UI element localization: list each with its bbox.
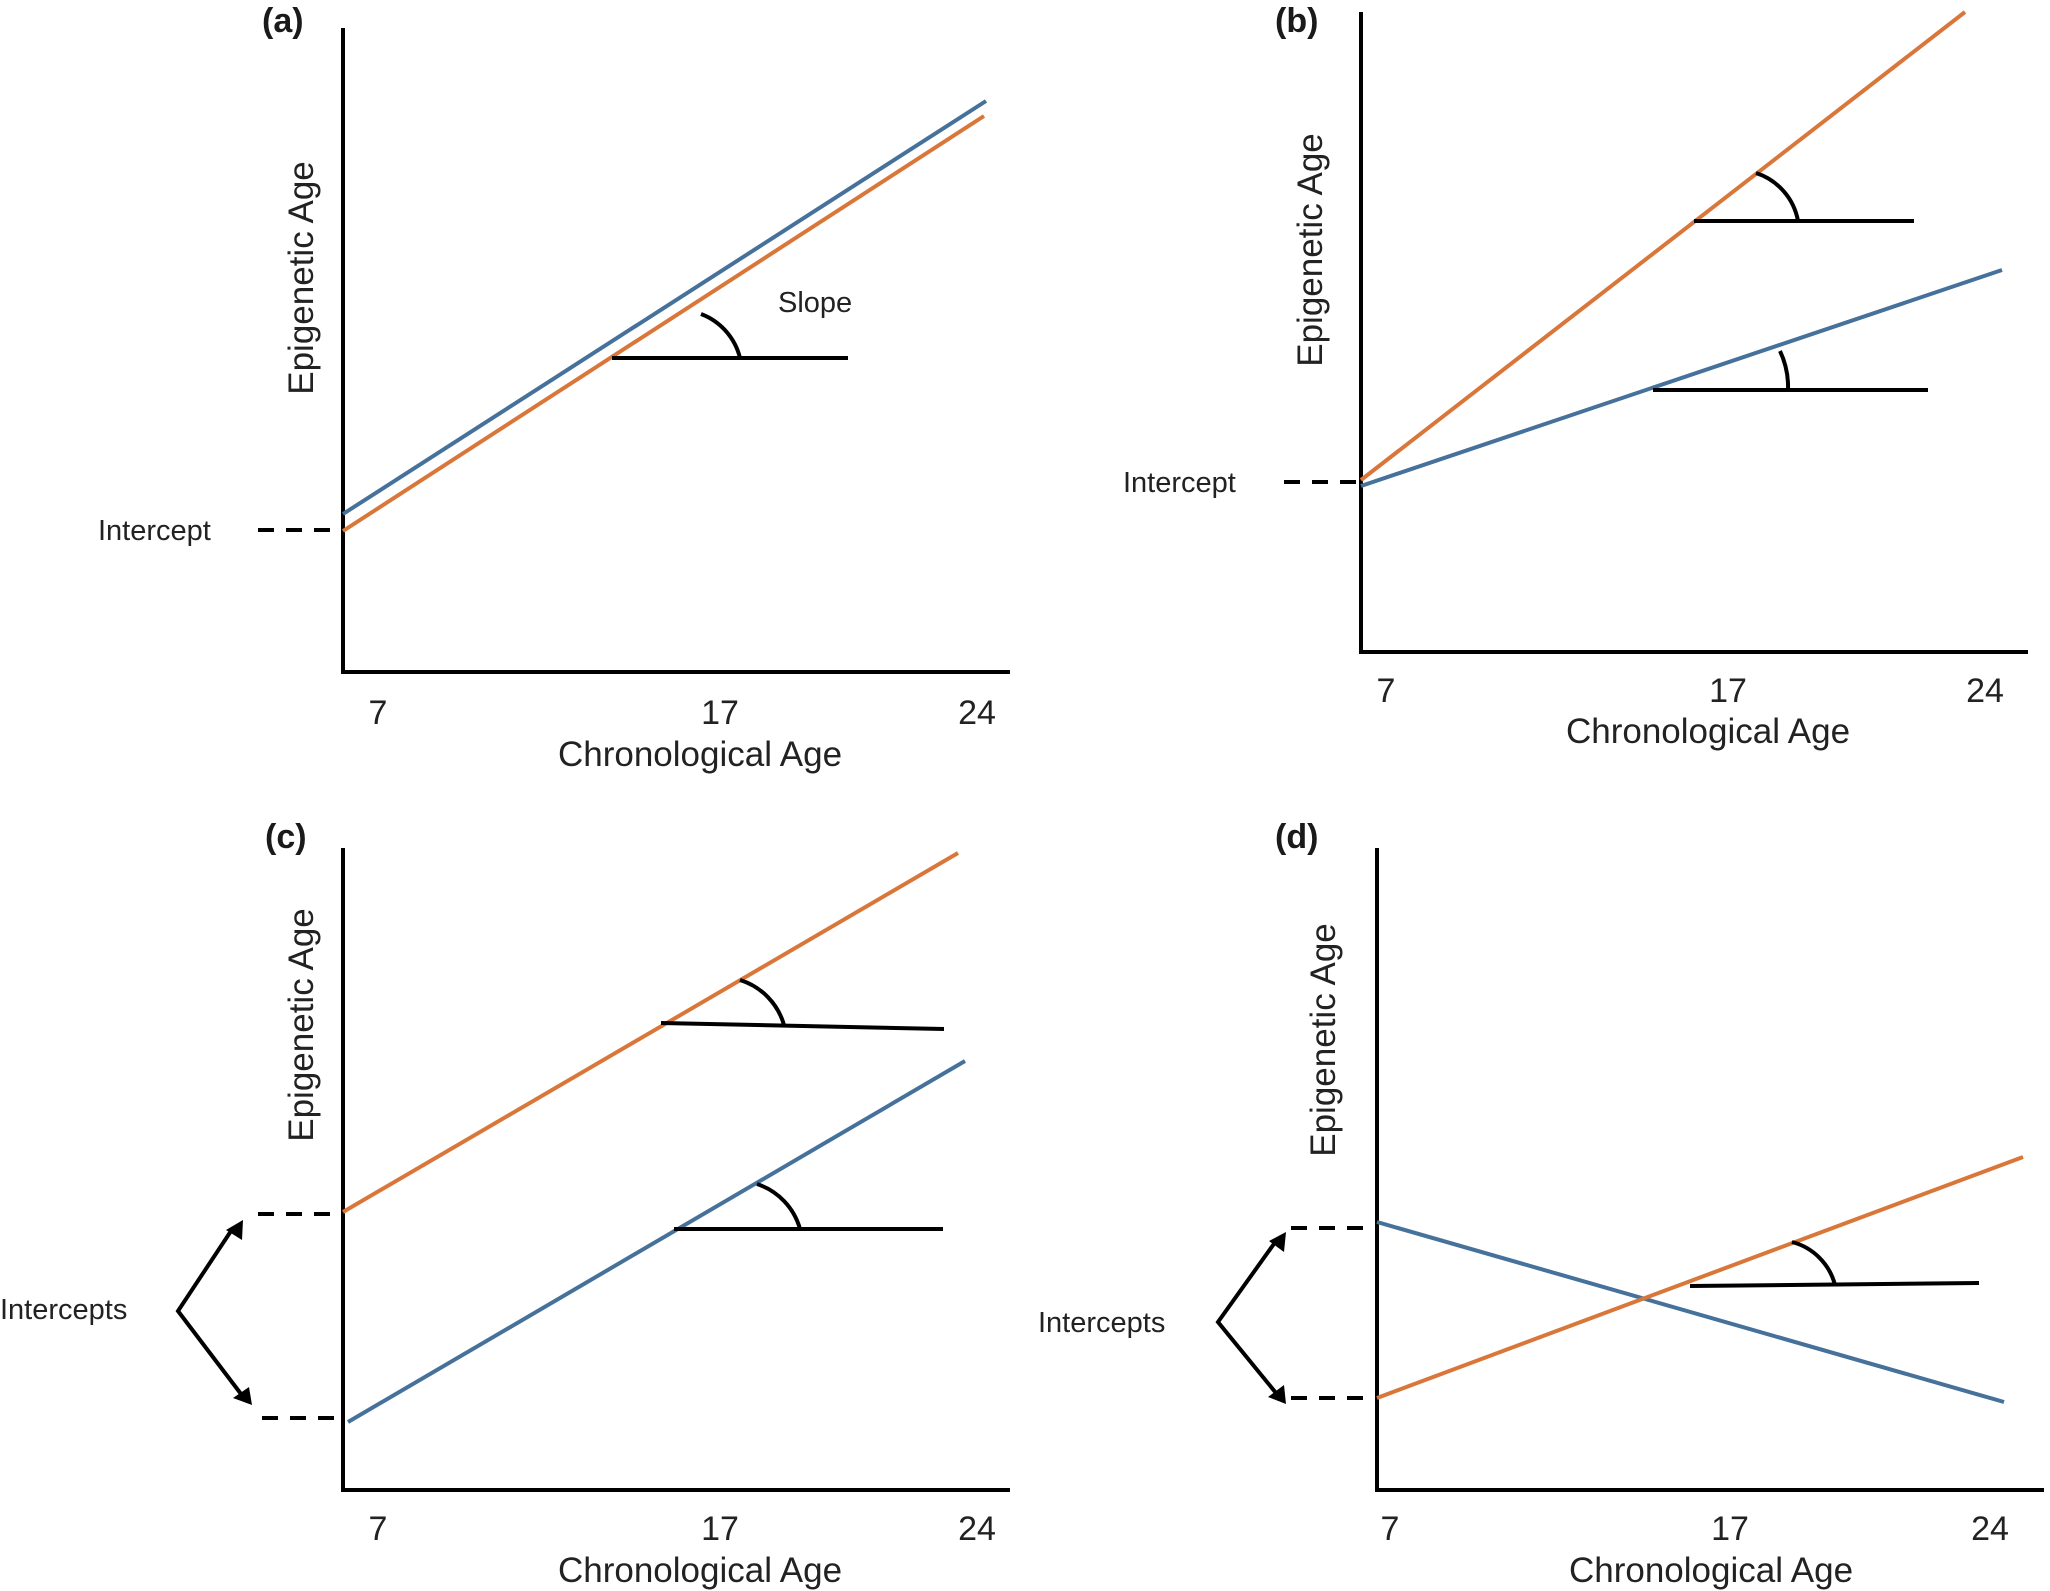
panel-c-axes	[341, 848, 1010, 1492]
panel-d-intercept-arrows	[1215, 1232, 1286, 1404]
panel-b-intercept-label: Intercept	[1123, 467, 1236, 499]
panel-c-y-axis-title: Epigenetic Age	[282, 908, 321, 1142]
panel-c-intercept-arrows	[175, 1220, 252, 1405]
panel-a-label: (a)	[262, 2, 304, 40]
panel-a-blue-line	[341, 99, 988, 516]
panel-b-orange-slope-angle-arc	[1755, 171, 1800, 222]
panel-b: (b) Epigenetic Age 7 17 24 Chronological…	[1123, 2, 2028, 751]
panel-d-lower-arrowhead	[1268, 1385, 1286, 1404]
panel-b-x-tick-17: 17	[1709, 672, 1747, 710]
panel-d-x-tick-17: 17	[1711, 1510, 1749, 1548]
panel-d-orange-line	[1376, 1155, 2024, 1400]
panel-d-bracket-arrow	[1215, 1239, 1278, 1395]
panel-d-slope-angle-arc	[1791, 1240, 1837, 1286]
panel-a-x-tick-24: 24	[958, 694, 996, 732]
panel-c-x-tick-24: 24	[958, 1510, 996, 1548]
panel-d-x-tick-24: 24	[1971, 1510, 2009, 1548]
panel-c-intercepts-label: Intercepts	[0, 1294, 127, 1326]
panel-c-bracket-arrow	[175, 1226, 243, 1396]
panel-a-orange-line	[341, 114, 986, 533]
panel-b-x-axis-title: Chronological Age	[1566, 712, 1850, 751]
panel-a-axes	[341, 28, 1010, 674]
panel-c-upper-arrowhead	[226, 1220, 243, 1240]
panel-b-axes	[1359, 12, 2028, 654]
panel-c-x-tick-7: 7	[369, 1510, 388, 1548]
panel-b-y-axis-title: Epigenetic Age	[1291, 133, 1330, 367]
panel-d-x-axis-title: Chronological Age	[1569, 1551, 1853, 1590]
panel-d-y-axis-title: Epigenetic Age	[1304, 923, 1343, 1157]
panel-c: (c) Epigenetic Age 7 17 24 Chronological…	[0, 818, 1010, 1590]
panel-c-x-tick-17: 17	[701, 1510, 739, 1548]
panel-d: (d) Epigenetic Age 7 17 24 Chronological…	[1038, 818, 2044, 1590]
panel-a-x-tick-17: 17	[701, 694, 739, 732]
panel-c-blue-line	[346, 1059, 967, 1424]
panel-d-x-tick-7: 7	[1381, 1510, 1400, 1548]
panel-c-label: (c)	[265, 818, 307, 856]
panel-b-orange-line	[1359, 10, 1967, 482]
panel-d-upper-arrowhead	[1269, 1232, 1286, 1252]
panel-b-label: (b)	[1275, 2, 1318, 40]
panel-c-x-axis-title: Chronological Age	[558, 1551, 842, 1590]
panel-a-x-axis-title: Chronological Age	[558, 735, 842, 774]
panel-b-x-tick-7: 7	[1377, 672, 1396, 710]
panel-d-blue-line	[1376, 1220, 2005, 1404]
panel-d-axes	[1375, 848, 2044, 1492]
panel-a: (a) Epigenetic Age 7 17 24 Chronological…	[98, 2, 1010, 774]
panel-c-blue-slope-angle-arc	[756, 1182, 802, 1230]
panel-c-orange-slope-angle-arc	[739, 978, 786, 1026]
panel-b-blue-slope-angle-arc	[1778, 350, 1791, 391]
panel-a-y-axis-title: Epigenetic Age	[282, 161, 321, 395]
panel-c-orange-line	[341, 851, 960, 1214]
panel-b-x-tick-24: 24	[1966, 672, 2004, 710]
panel-a-intercept-label: Intercept	[98, 515, 211, 547]
panel-c-lower-arrowhead	[233, 1387, 252, 1405]
panel-a-slope-angle-arc	[700, 312, 742, 359]
panel-d-intercepts-label: Intercepts	[1038, 1307, 1165, 1339]
panel-a-slope-label: Slope	[778, 287, 852, 319]
panel-d-label: (d)	[1275, 818, 1318, 856]
panel-c-orange-slope-reference-line	[660, 1021, 945, 1031]
panel-b-blue-line	[1360, 268, 2003, 488]
panel-a-x-tick-7: 7	[369, 694, 388, 732]
